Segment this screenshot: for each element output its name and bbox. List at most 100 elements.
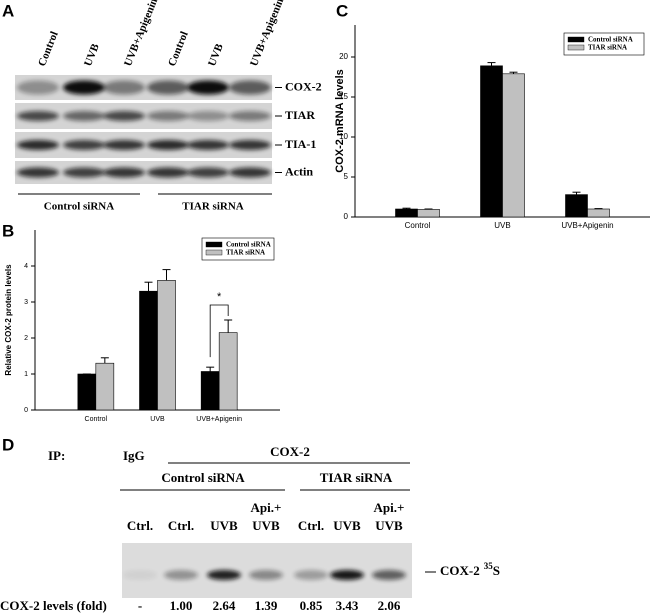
blot-band [294,570,328,580]
group-label: TIAR siRNA [182,201,243,213]
blot-band [63,167,105,178]
lane-label: Ctrl. [168,518,194,533]
blot-band [17,140,59,150]
y-tick-label: 5 [344,172,349,181]
lane-label: UVB [333,518,361,533]
ip-group: COX-2 [270,444,310,459]
blot-band [229,167,271,178]
blot-band [147,80,189,95]
y-tick-label: 1 [24,371,28,378]
y-axis-label: COX-2 mRNA levels [334,69,346,173]
legend-swatch [205,241,223,248]
panel-label: A [2,1,14,20]
y-tick-label: 4 [24,263,28,270]
band-label: Actin [285,164,313,178]
x-tick-label: UVB+Apigenin [561,221,613,230]
blot-band [103,140,145,150]
x-tick-label: UVB [494,221,510,230]
bar [502,73,525,218]
blot-band [123,570,157,580]
x-tick-label: UVB+Apigenin [196,416,242,423]
blot-band [17,80,59,95]
lane-label: UVB [206,41,226,68]
significance-mark: * [217,291,222,303]
lane-label: Ctrl. [127,518,153,533]
error-bar [144,281,153,292]
error-bar [224,319,233,333]
blot-band [147,140,189,150]
y-tick-label: 0 [344,212,349,221]
legend-label: Control siRNA [588,36,633,44]
blot-band [147,111,189,121]
ip-label: IP: [48,448,65,463]
group-label: Control siRNA [44,201,114,213]
y-tick-label: 20 [339,52,348,61]
error-bar [162,269,171,281]
error-bar [206,366,215,372]
row-label: COX-2 levels (fold) [0,598,107,613]
error-bar [402,207,411,209]
band-label: COX-2 35S [440,561,500,578]
fold-level: 2.64 [213,598,236,613]
band-label: COX-2 [285,79,322,93]
lane-label: Control [36,30,61,68]
legend-swatch [567,36,585,43]
x-tick-label: Control [405,221,431,230]
x-tick-label: UVB [150,416,165,423]
lane-label: Control [166,30,191,68]
lane-label: UVB [82,41,102,68]
group-label: TIAR siRNA [320,470,393,485]
panel-label: C [336,1,348,20]
panel-label: D [2,435,14,454]
blot-band [103,111,145,121]
bar [395,208,418,218]
blot-band [187,80,229,95]
error-bar [487,62,496,66]
error-bar [572,191,581,195]
blot-band [187,111,229,121]
bar [95,362,115,411]
fold-level: - [138,598,142,613]
bar [77,373,97,411]
ip-group: IgG [123,448,145,463]
bar [565,194,588,218]
blot-band [63,80,105,95]
legend-swatch [205,249,223,256]
y-tick-label: 2 [24,335,28,342]
lane-label: UVB [252,518,280,533]
legend-label: TIAR siRNA [588,44,627,52]
significance-bracket [209,304,229,358]
panel-label: B [2,221,14,240]
fold-level: 0.85 [300,598,323,613]
blot-band [372,570,406,580]
bar [480,65,503,218]
blot-band [229,111,271,121]
bar [218,332,238,411]
blot-band [187,167,229,178]
bar [200,371,220,411]
y-tick-label: 3 [24,299,28,306]
blot-band [103,167,145,178]
lane-label: UVB+Apigenin [248,0,286,68]
bar [157,280,176,411]
blot-band [207,570,241,580]
y-tick-label: 0 [24,407,28,414]
isotope-mass: 35 [484,561,494,571]
isotope-element: S [493,563,500,578]
bar [587,208,610,218]
lane-label: Api.+ [251,500,282,515]
blot-band [147,167,189,178]
blot-band [229,140,271,150]
x-tick-label: Control [85,416,108,423]
bar [417,209,440,218]
bar [139,290,158,411]
blot-band [63,140,105,150]
y-tick-label: 15 [339,92,348,101]
blot-band [330,570,364,580]
lane-label: Ctrl. [298,518,324,533]
band-name: COX-2 [440,563,480,578]
lane-label: Api.+ [374,500,405,515]
legend-label: Control siRNA [226,241,271,249]
fold-level: 1.39 [255,598,278,613]
